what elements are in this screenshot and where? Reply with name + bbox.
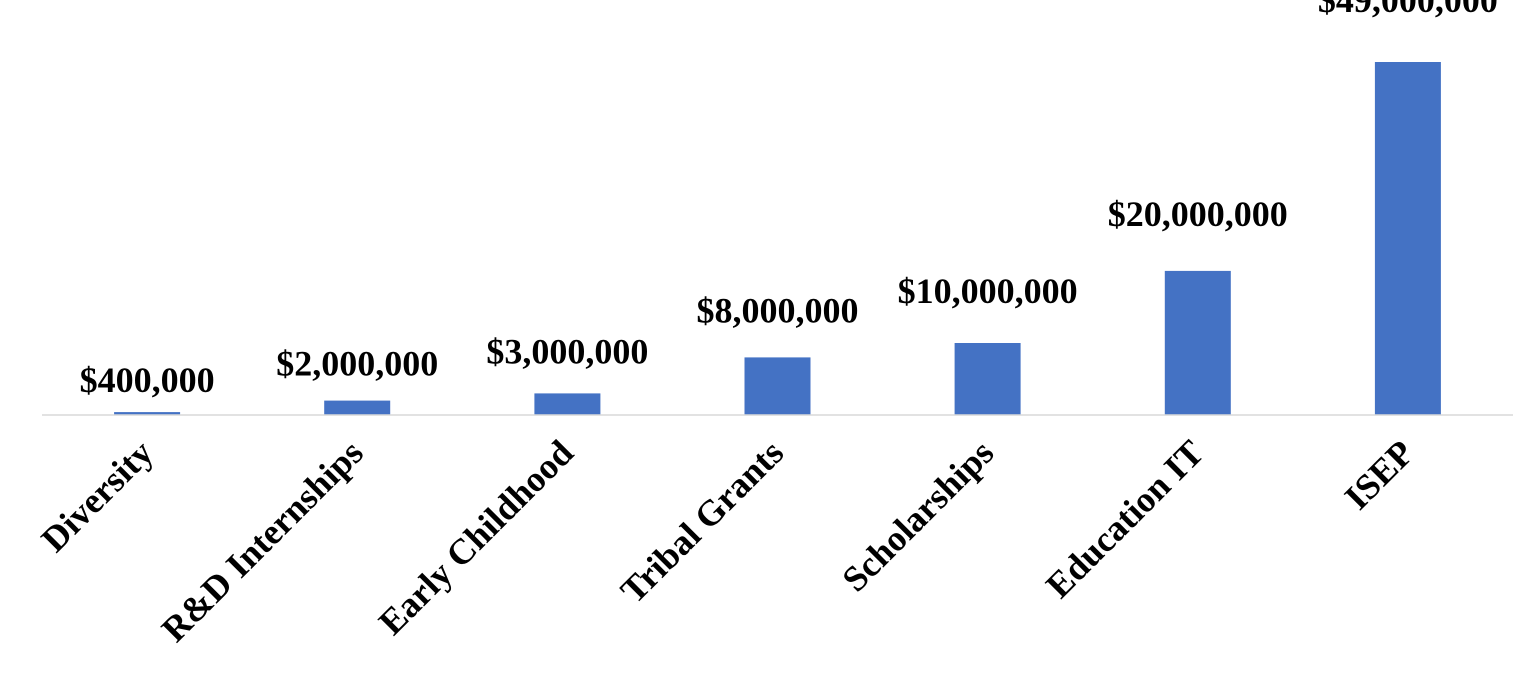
data-label: $400,000 (80, 360, 215, 400)
data-label: $20,000,000 (1108, 194, 1288, 234)
data-label: $10,000,000 (898, 271, 1078, 311)
data-label: $8,000,000 (697, 290, 859, 330)
bar (744, 357, 811, 415)
bar (534, 393, 601, 415)
data-labels-group: $400,000 $2,000,000 $3,000,000 $8,000,000 $1… (80, 0, 1498, 400)
bar (114, 412, 181, 415)
data-label: $3,000,000 (486, 331, 648, 371)
x-tick-label: Early Childhood (371, 432, 581, 642)
x-tick-label: ISEP (1337, 432, 1422, 517)
bar (1164, 270, 1231, 415)
bar (1374, 62, 1441, 415)
bars-group (114, 62, 1441, 415)
data-label: $49,000,000 (1318, 0, 1498, 20)
x-tick-label: Scholarships (834, 432, 1001, 599)
bar (324, 400, 391, 415)
x-tick-label: Education IT (1038, 432, 1211, 605)
x-tick-label: R&D Internships (154, 432, 371, 649)
x-tick-label: Tribal Grants (613, 432, 791, 610)
bar (954, 343, 1021, 415)
x-tick-label: Diversity (33, 432, 160, 559)
data-label: $2,000,000 (276, 344, 438, 384)
